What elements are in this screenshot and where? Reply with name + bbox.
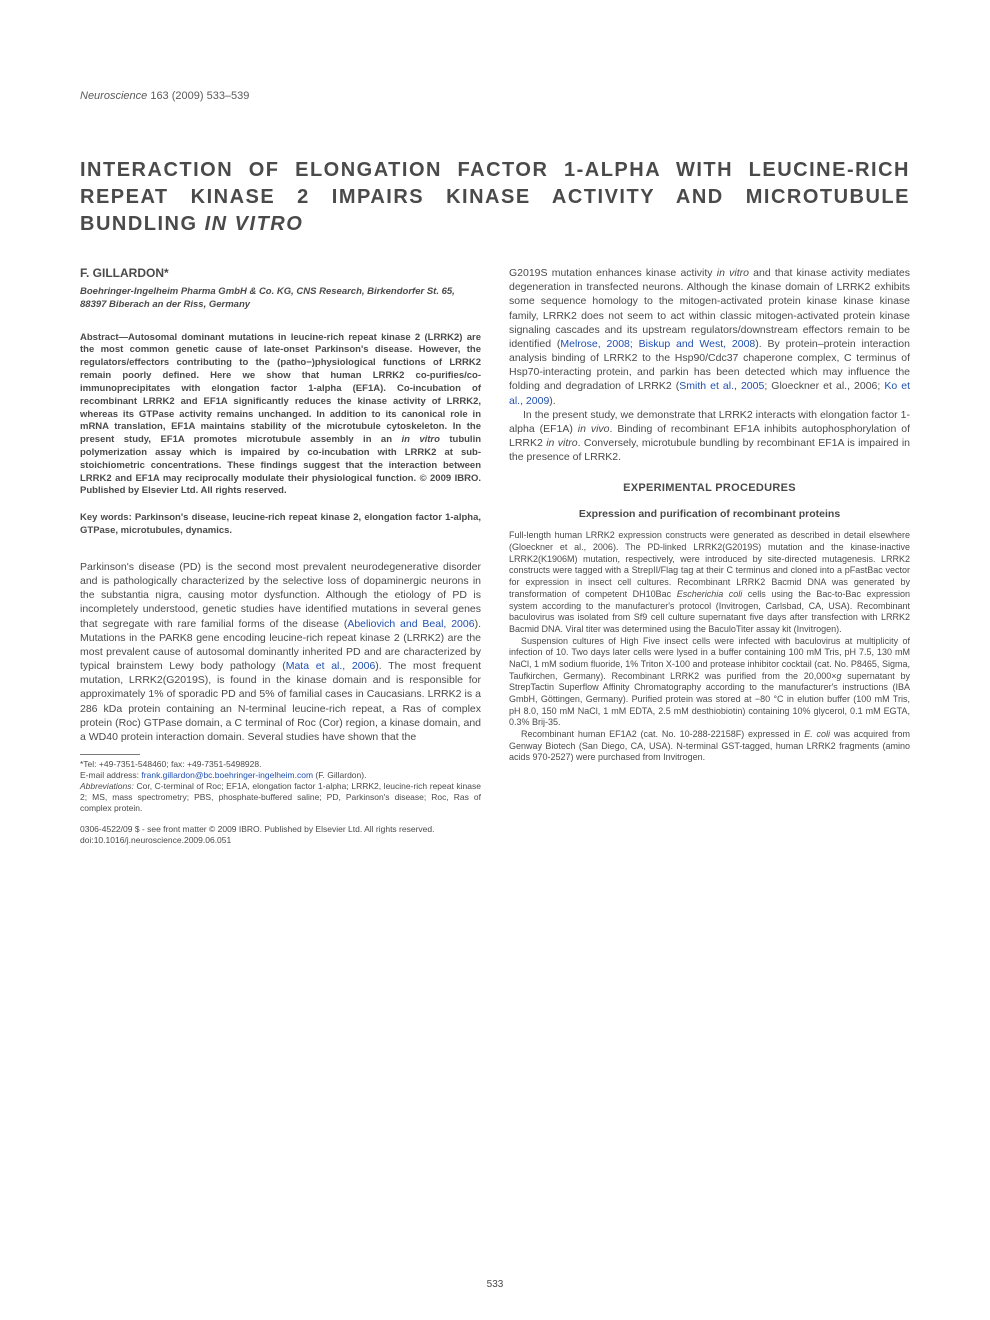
author-email-link[interactable]: frank.gillardon@bc.boehringer-ingelheim.… [141, 770, 313, 780]
col2-ital-1: in vitro [717, 267, 749, 279]
journal-reference: Neuroscience 163 (2009) 533–539 [80, 90, 910, 102]
intro-text-1c: ). The most frequent mutation, LRRK2(G20… [80, 660, 481, 743]
col2-text-1e: ). [549, 395, 555, 407]
footnote-tel: *Tel: +49-7351-548460; fax: +49-7351-549… [80, 759, 481, 770]
article-title: INTERACTION OF ELONGATION FACTOR 1-ALPHA… [80, 157, 910, 238]
subsection-heading-expression: Expression and purification of recombina… [509, 508, 910, 520]
citation-link-melrose[interactable]: Melrose, 2008; Biskup and West, 2008 [560, 338, 755, 350]
citation-link-mata[interactable]: Mata et al., 2006 [286, 660, 376, 672]
journal-volume-pages: 163 (2009) 533–539 [147, 90, 249, 102]
email-suffix: (F. Gillardon). [313, 770, 366, 780]
abbrev-label: Abbreviations: [80, 781, 134, 791]
author-affiliation: Boehringer-Ingelheim Pharma GmbH & Co. K… [80, 286, 481, 312]
left-column: F. GILLARDON* Boehringer-Ingelheim Pharm… [80, 266, 481, 814]
footnote-abbreviations: Abbreviations: Cor, C-terminal of Roc; E… [80, 781, 481, 814]
col2-text-1a: G2019S mutation enhances kinase activity [509, 267, 717, 279]
methods-paragraph-1: Full-length human LRRK2 expression const… [509, 530, 910, 635]
methods-ital-1: Escherichia coli [677, 589, 743, 599]
col2-paragraph-1: G2019S mutation enhances kinase activity… [509, 266, 910, 408]
methods-paragraph-2: Suspension cultures of High Five insect … [509, 636, 910, 730]
doi-line: doi:10.1016/j.neuroscience.2009.06.051 [80, 835, 910, 845]
intro-paragraph-1: Parkinson's disease (PD) is the second m… [80, 560, 481, 744]
footnote-divider [80, 754, 140, 755]
methods-text-3a: Recombinant human EF1A2 (cat. No. 10-288… [521, 729, 804, 739]
two-column-layout: F. GILLARDON* Boehringer-Ingelheim Pharm… [80, 266, 910, 814]
abbrev-text: Cor, C-terminal of Roc; EF1A, elongation… [80, 781, 481, 813]
col2-ital-2: in vivo [578, 423, 610, 435]
author-name: F. GILLARDON* [80, 266, 481, 280]
section-heading-experimental: EXPERIMENTAL PROCEDURES [509, 482, 910, 494]
footnote-email: E-mail address: frank.gillardon@bc.boehr… [80, 770, 481, 781]
col2-text-1d: ; Gloeckner et al., 2006; [764, 380, 884, 392]
email-label: E-mail address: [80, 770, 141, 780]
page-number: 533 [487, 1279, 504, 1290]
journal-name: Neuroscience [80, 90, 147, 102]
citation-link-smith[interactable]: Smith et al., 2005 [679, 380, 764, 392]
abstract-label: Abstract— [80, 332, 128, 343]
abstract-body-1: Autosomal dominant mutations in leucine-… [80, 332, 481, 446]
copyright-line: 0306-4522/09 $ - see front matter © 2009… [80, 824, 910, 835]
col2-ital-3: in vitro [546, 437, 577, 449]
abstract-block: Abstract—Autosomal dominant mutations in… [80, 332, 481, 499]
citation-link-abeliovich[interactable]: Abeliovich and Beal, 2006 [347, 618, 474, 630]
title-italic: IN VITRO [205, 213, 304, 235]
methods-paragraph-3: Recombinant human EF1A2 (cat. No. 10-288… [509, 729, 910, 764]
keywords-block: Key words: Parkinson's disease, leucine-… [80, 512, 481, 538]
right-column: G2019S mutation enhances kinase activity… [509, 266, 910, 814]
methods-ital-3: E. coli [804, 729, 830, 739]
abstract-ital-1: in vitro [401, 434, 439, 445]
col2-paragraph-2: In the present study, we demonstrate tha… [509, 408, 910, 465]
